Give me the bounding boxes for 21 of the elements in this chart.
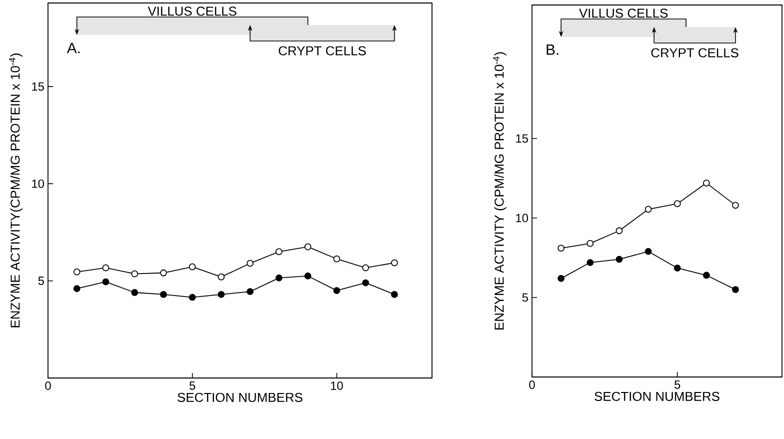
x-tick-label: 0 <box>45 382 51 390</box>
x-tick-label: 5 <box>190 382 196 390</box>
band-label: CRYPT CELLS <box>278 46 366 56</box>
text: A. <box>66 42 80 54</box>
band-label: VILLUS CELLS <box>579 8 668 18</box>
y-tick-label: 15 <box>516 134 528 143</box>
x-tick-label: 0 <box>529 380 535 389</box>
x-tick-label: 5 <box>674 380 680 389</box>
y-tick-label: 10 <box>516 214 528 222</box>
x-axis-title: SECTION NUMBERS <box>594 392 720 401</box>
band-label: VILLUS CELLS <box>148 6 236 16</box>
y-axis-title: ENZYME ACTIVITY(CPM/MG PROTEIN x 10$^{-4}$) <box>9 54 22 328</box>
text: B. <box>546 44 558 55</box>
y-tick-label: 5 <box>38 276 44 286</box>
band-label: CRYPT CELLS <box>651 48 738 58</box>
x-axis-title: SECTION NUMBERS <box>178 392 302 402</box>
y-tick-label: 15 <box>32 82 44 91</box>
y-tick-label: 10 <box>32 179 44 188</box>
y-tick-label: 5 <box>522 293 528 302</box>
y-axis-title: ENZYME ACTIVITY (CPM/MG PROTEIN x 10$^{-4}$) <box>493 52 506 330</box>
x-tick-label: 10 <box>330 382 343 390</box>
